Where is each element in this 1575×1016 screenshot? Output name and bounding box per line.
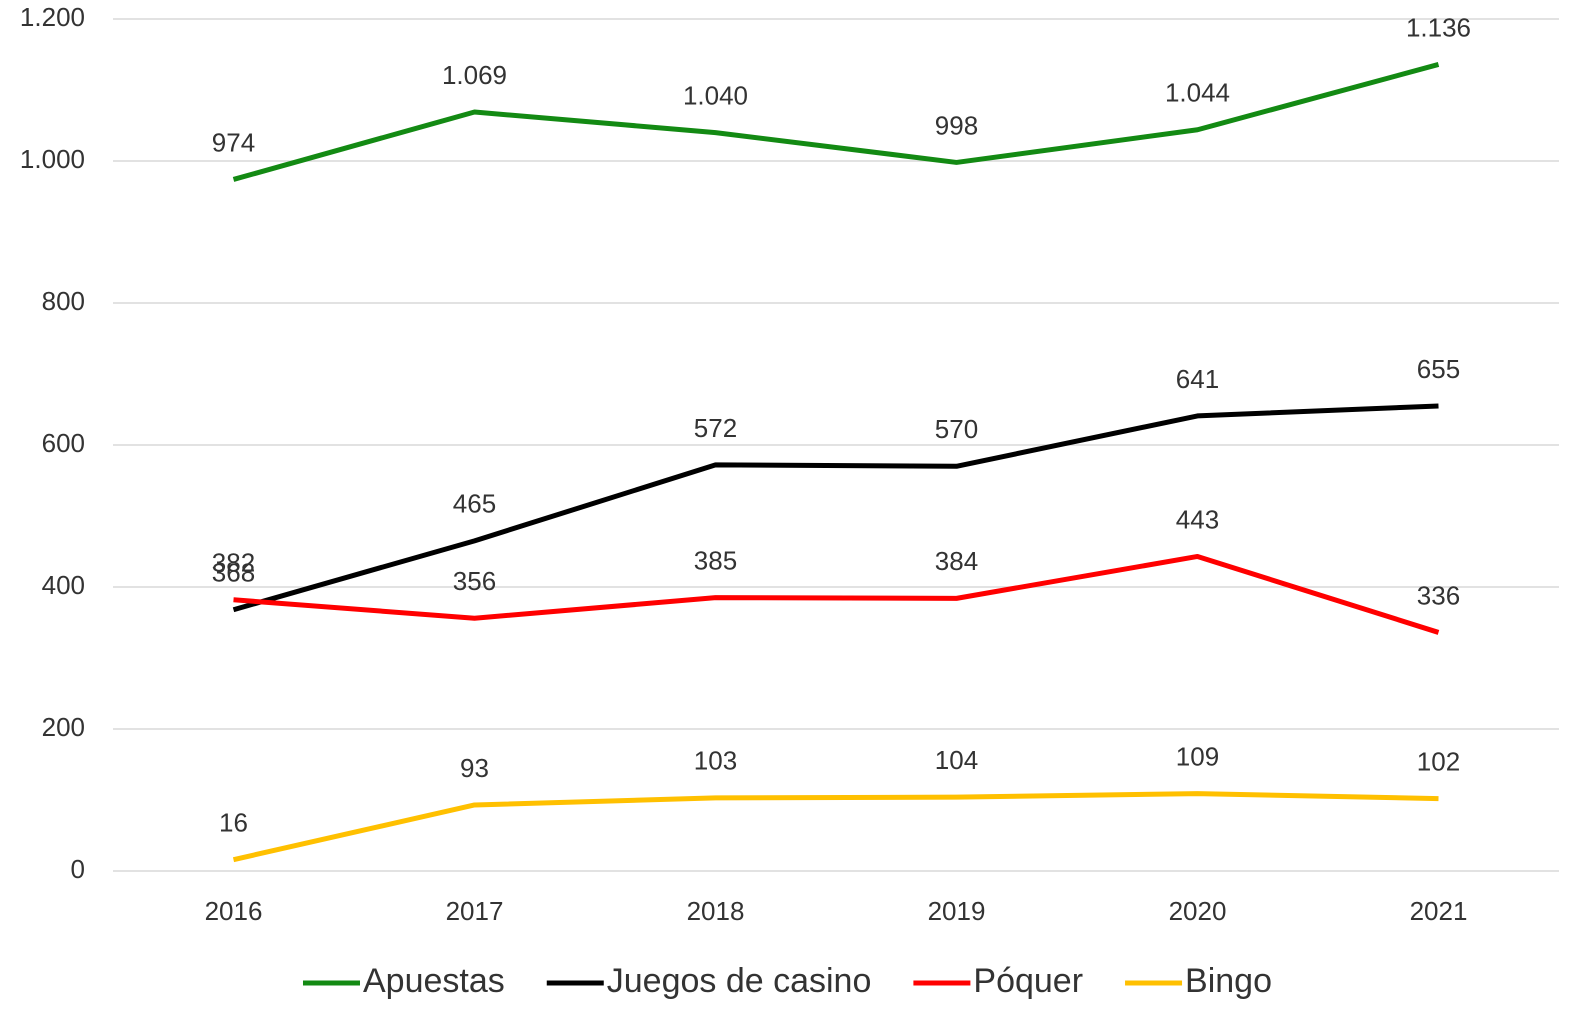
- legend-label: Juegos de casino: [607, 962, 872, 1000]
- y-tick-label: 600: [42, 428, 85, 458]
- series-line: [233, 553, 1440, 635]
- data-label: 356: [453, 566, 496, 596]
- data-label: 109: [1176, 741, 1219, 771]
- data-label: 443: [1176, 504, 1219, 534]
- data-label: 1.069: [442, 60, 507, 90]
- y-tick-label: 200: [42, 712, 85, 742]
- data-label: 641: [1176, 364, 1219, 394]
- data-label: 104: [935, 745, 978, 775]
- x-tick-label: 2019: [928, 896, 986, 926]
- data-label: 1.136: [1406, 12, 1471, 42]
- data-label: 103: [694, 746, 737, 776]
- y-tick-label: 400: [42, 570, 85, 600]
- legend-label: Bingo: [1185, 962, 1272, 1000]
- data-label: 1.040: [683, 80, 748, 110]
- x-tick-label: 2016: [205, 896, 263, 926]
- legend-label: Apuestas: [363, 962, 505, 1000]
- y-tick-label: 1.200: [20, 2, 85, 32]
- data-label: 974: [212, 127, 255, 157]
- data-label: 465: [453, 489, 496, 519]
- series-line: [232, 791, 1439, 863]
- series-line: [232, 62, 1440, 182]
- series-line: [232, 403, 1439, 613]
- data-label: 93: [460, 753, 489, 783]
- data-label: 1.044: [1165, 78, 1230, 108]
- data-label: 382: [212, 548, 255, 578]
- data-label: 570: [935, 414, 978, 444]
- data-label: 572: [694, 413, 737, 443]
- data-label: 384: [935, 546, 978, 576]
- legend-label: Póquer: [973, 962, 1083, 1000]
- y-tick-label: 0: [71, 854, 85, 884]
- data-label: 336: [1417, 580, 1460, 610]
- y-tick-label: 1.000: [20, 144, 85, 174]
- data-label: 385: [694, 546, 737, 576]
- data-label: 998: [935, 110, 978, 140]
- data-label: 655: [1417, 354, 1460, 384]
- x-tick-label: 2017: [446, 896, 504, 926]
- data-label: 102: [1417, 746, 1460, 776]
- data-label: 368: [212, 558, 255, 588]
- data-label: 16: [219, 808, 248, 838]
- y-tick-label: 800: [42, 286, 85, 316]
- x-tick-label: 2018: [687, 896, 745, 926]
- x-tick-label: 2020: [1169, 896, 1227, 926]
- x-tick-label: 2021: [1410, 896, 1468, 926]
